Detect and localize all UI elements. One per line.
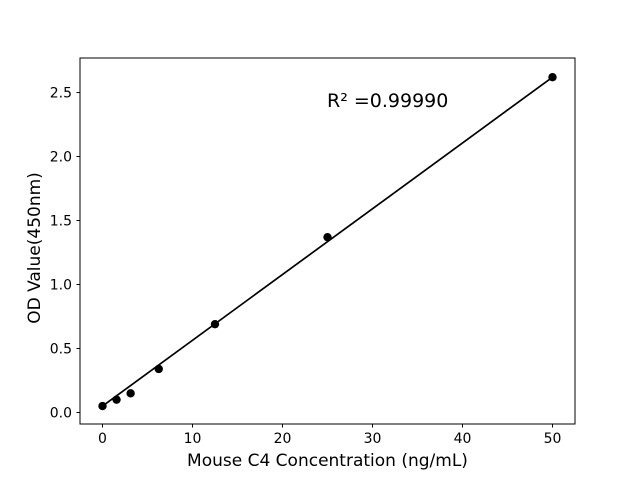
data-point: [112, 395, 121, 404]
y-tick-label: 2.0: [50, 150, 72, 166]
y-tick-label: 0.5: [50, 341, 72, 357]
x-tick-label: 20: [274, 431, 292, 447]
fit-line: [101, 76, 554, 407]
data-point: [548, 72, 557, 82]
data-point: [98, 401, 107, 411]
x-tick-label: 40: [454, 431, 472, 447]
x-tick-label: 30: [364, 431, 382, 447]
x-tick-label: 0: [98, 431, 107, 447]
r-squared-annotation: R² =0.99990: [327, 90, 448, 112]
plot-area: [79, 57, 576, 425]
x-tick-label: 10: [184, 431, 202, 447]
x-tick-label: 50: [544, 431, 562, 447]
data-point: [323, 232, 332, 242]
y-tick-label: 1.0: [50, 278, 72, 294]
y-tick-label: 0.0: [50, 405, 72, 421]
y-tick-label: 1.5: [50, 214, 72, 230]
y-axis-label: OD Value(450nm): [25, 172, 45, 324]
plot-layer: 0 10 20 30 40 50 0.0 0.5 1.0 1.5 2.0 2.5: [50, 57, 576, 447]
data-point: [154, 364, 163, 374]
y-tick-label: 2.5: [50, 86, 72, 102]
data-point: [126, 389, 135, 398]
data-point: [210, 319, 220, 329]
x-axis-label: Mouse C4 Concentration (ng/mL): [187, 451, 468, 471]
